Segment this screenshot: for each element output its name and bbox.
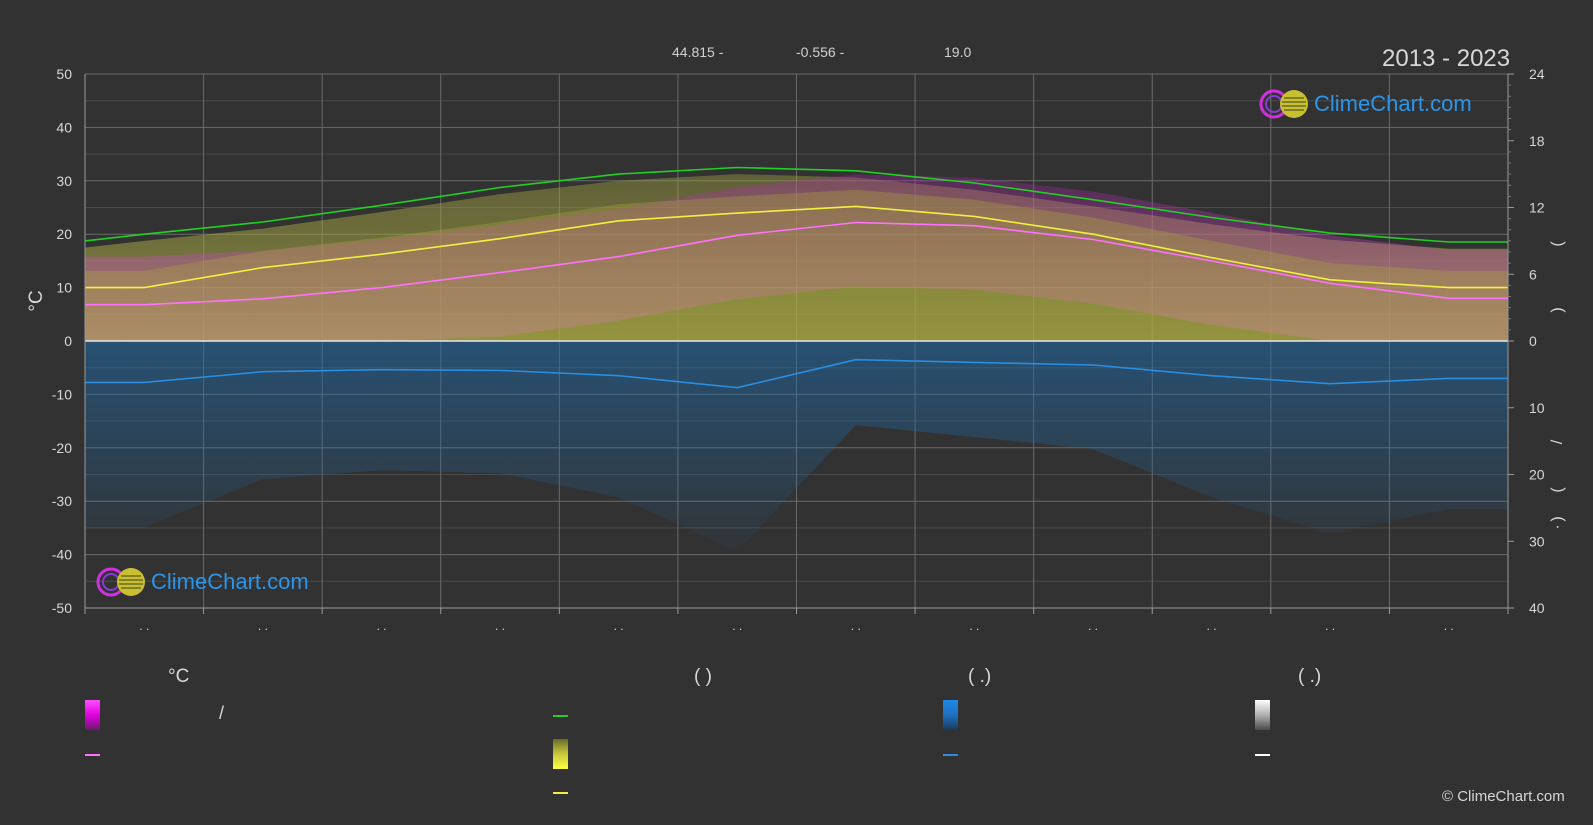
y-left-tick-label: 10 xyxy=(56,280,72,296)
y-right-tick-label: 6 xyxy=(1529,266,1537,282)
y-right-tick-label: 10 xyxy=(1529,400,1545,416)
header-longitude: -0.556 - xyxy=(796,44,845,60)
legend-swatch-sunshine-range xyxy=(553,739,568,769)
chart-bands xyxy=(85,174,1508,552)
chart-axes: 50 40 30 20 10 0 -10 -20 -30 -40 -50 °C 24 18 12 6 0 10 20… xyxy=(26,66,1566,633)
legend-swatch-temp-mean xyxy=(85,754,100,756)
y-right-tick-label: 30 xyxy=(1529,533,1545,549)
x-tick-label: . . xyxy=(732,619,742,633)
series-line-temp_mean xyxy=(85,221,1508,306)
legend-swatch-snow xyxy=(1255,754,1270,756)
precipitation-range-band xyxy=(85,341,1508,552)
legend-header-snow: ( .) xyxy=(1298,666,1322,687)
y-right-tick-label: 40 xyxy=(1529,600,1545,616)
y-right-tick-label: 12 xyxy=(1529,200,1545,216)
copyright: © ClimeChart.com xyxy=(1442,788,1565,805)
x-tick-label: . . xyxy=(139,619,149,633)
x-tick-label: . . xyxy=(1207,619,1217,633)
y-right-axis-glyph: / xyxy=(1549,439,1566,444)
y-left-tick-label: 0 xyxy=(64,333,72,349)
legend-swatch-daylight xyxy=(553,715,568,717)
temperature-range-band xyxy=(85,174,1508,341)
legend-swatch-snow-range xyxy=(1255,700,1270,730)
x-tick-label: . . xyxy=(258,619,268,633)
y-right-tick-label: 24 xyxy=(1529,66,1545,82)
x-tick-label: . . xyxy=(1325,619,1335,633)
y-right-axis-glyph: ( xyxy=(1549,487,1566,493)
y-right-axis-glyph: · xyxy=(1549,524,1566,529)
y-right-tick-label: 0 xyxy=(1529,333,1537,349)
y-left-tick-label: -20 xyxy=(52,440,72,456)
legend-slash: / xyxy=(219,703,225,723)
sunshine-hours-band xyxy=(85,189,1508,341)
y-left-tick-label: -30 xyxy=(52,493,72,509)
y-right-tick-label: 20 xyxy=(1529,467,1545,483)
legend-swatch-sunshine xyxy=(553,792,568,794)
y-left-tick-label: 30 xyxy=(56,173,72,189)
y-left-tick-label: -10 xyxy=(52,386,72,402)
y-left-tick-label: 20 xyxy=(56,226,72,242)
header-elevation: 19.0 xyxy=(944,44,972,60)
climechart-logo-icon xyxy=(96,567,145,597)
logo-text: ClimeChart.com xyxy=(151,569,309,594)
series-line-sunshine xyxy=(85,205,1508,289)
x-tick-label: . . xyxy=(1444,619,1454,633)
legend-swatch-temp-range xyxy=(85,700,100,730)
header-latitude: 44.815 - xyxy=(672,44,724,60)
legend-header-sun: ( ) xyxy=(694,666,712,687)
x-tick-label: . . xyxy=(376,619,386,633)
y-left-tick-label: 40 xyxy=(56,119,72,135)
x-tick-label: . . xyxy=(851,619,861,633)
logo-bottom[interactable]: ClimeChart.com xyxy=(95,566,309,598)
year-range: 2013 - 2023 xyxy=(1382,45,1511,72)
y-left-tick-label: -40 xyxy=(52,547,72,563)
legend-header-temperature: °C xyxy=(168,666,190,687)
y-left-axis-label: °C xyxy=(26,290,47,311)
y-right-tick-label: 18 xyxy=(1529,133,1545,149)
y-right-axis-glyph: ( xyxy=(1549,241,1566,247)
climechart-logo-icon xyxy=(1259,89,1308,119)
x-tick-label: . . xyxy=(495,619,505,633)
x-tick-label: . . xyxy=(614,619,624,633)
x-tick-label: . . xyxy=(969,619,979,633)
y-right-axis-glyph: ) xyxy=(1549,516,1566,521)
legend-swatch-rain-range xyxy=(943,700,958,730)
y-left-tick-label: 50 xyxy=(56,66,72,82)
x-tick-label: . . xyxy=(1088,619,1098,633)
y-right-axis-glyph: ) xyxy=(1549,307,1566,312)
series-line-rain xyxy=(85,358,1508,389)
chart-lines xyxy=(84,166,1508,389)
logo-top[interactable]: ClimeChart.com xyxy=(1258,88,1472,120)
series-line-daylight xyxy=(84,166,1508,243)
y-left-tick-label: -50 xyxy=(52,600,72,616)
logo-text: ClimeChart.com xyxy=(1314,91,1472,116)
legend-swatch-rain xyxy=(943,754,958,756)
legend-header-rain: ( .) xyxy=(968,666,992,687)
